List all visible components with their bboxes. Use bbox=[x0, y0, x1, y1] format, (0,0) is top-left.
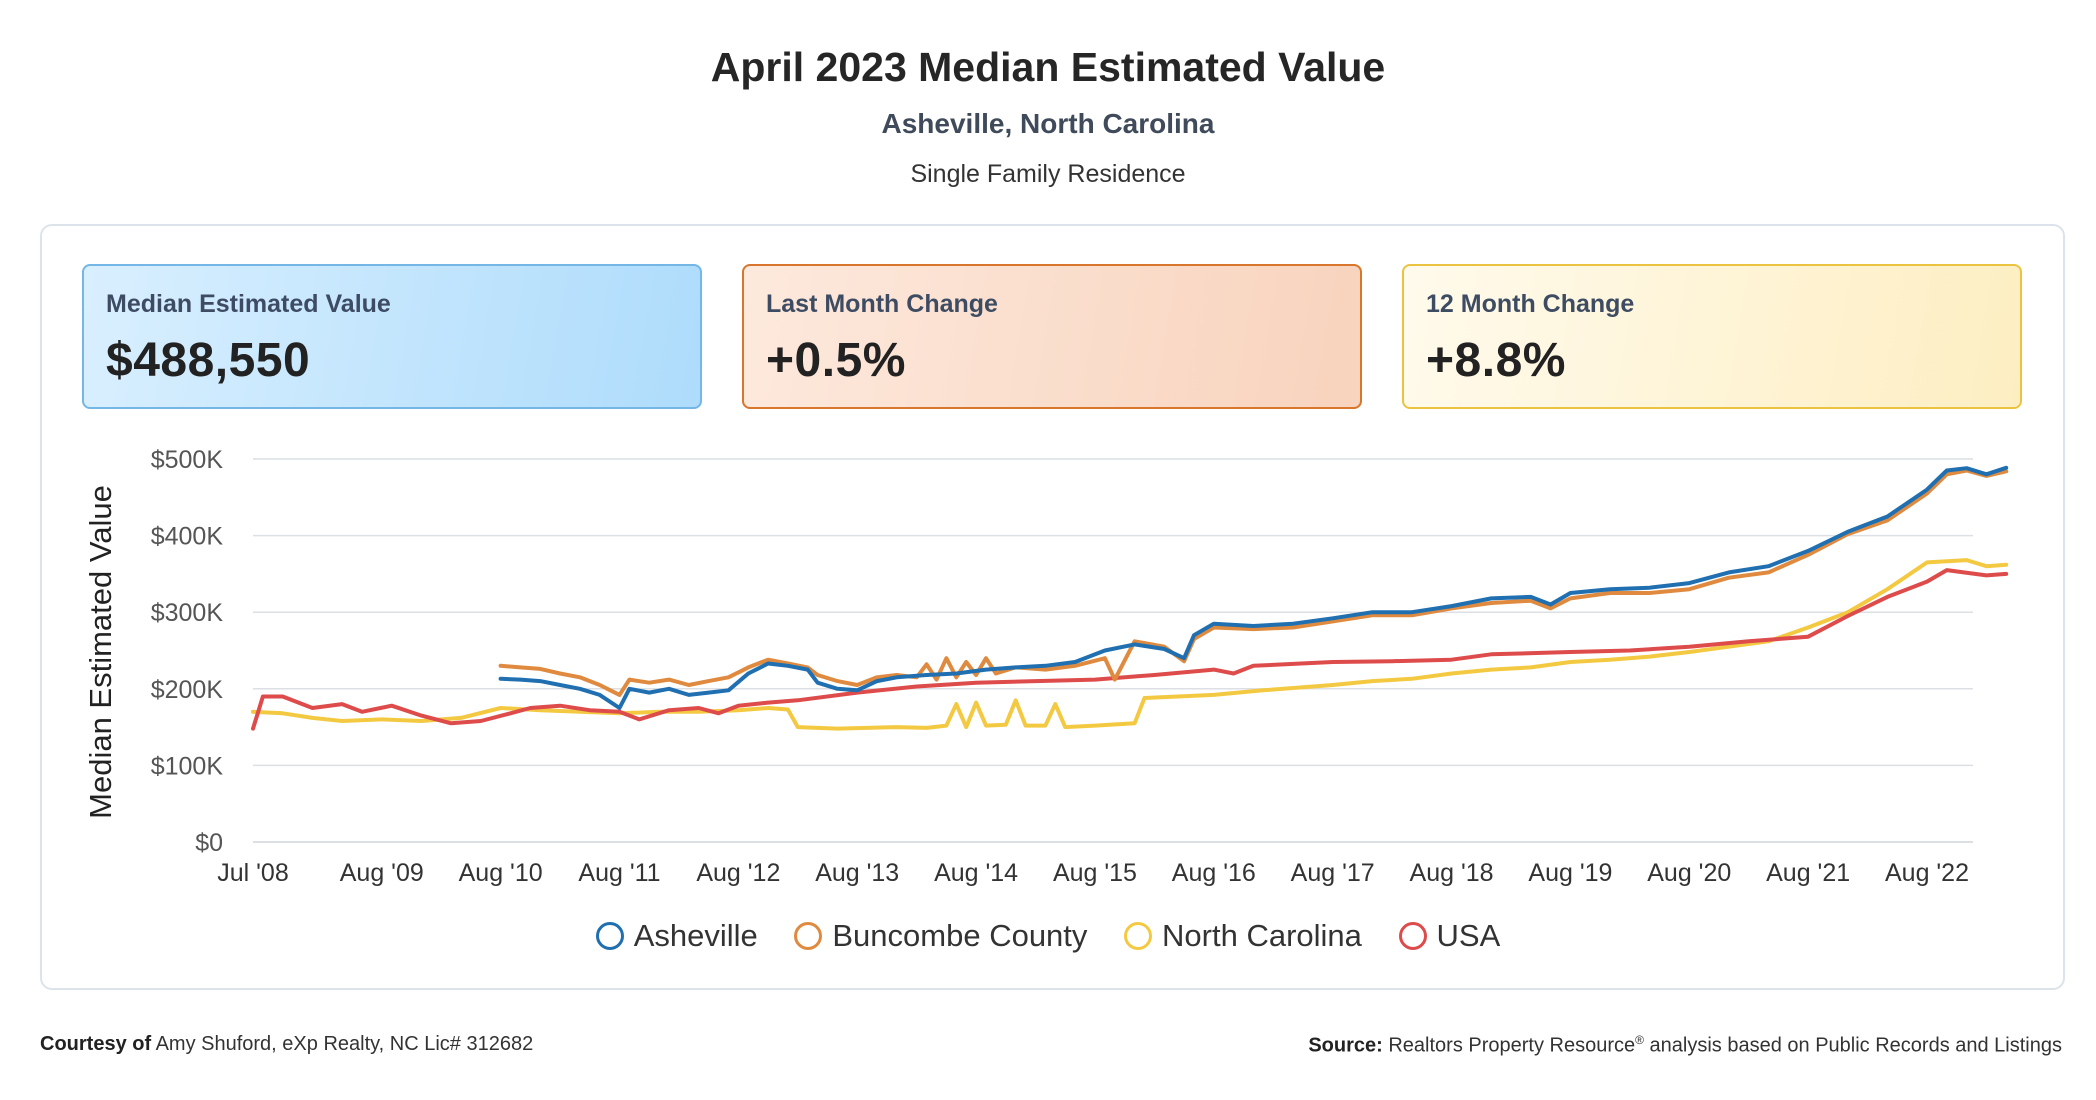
x-tick-label: Aug '13 bbox=[815, 859, 899, 887]
legend-marker-asheville bbox=[595, 922, 624, 950]
y-tick-label: $400K bbox=[151, 523, 224, 551]
courtesy-label: Courtesy of bbox=[40, 1033, 152, 1055]
y-tick-label: $100K bbox=[151, 752, 224, 780]
x-tick-label: Aug '22 bbox=[1885, 859, 1969, 887]
last-month-change-value: +0.5% bbox=[766, 334, 906, 387]
legend-item-north-carolina[interactable]: North Carolina bbox=[1124, 918, 1362, 954]
y-tick-label: $200K bbox=[151, 676, 224, 704]
property-type-label: Single Family Residence bbox=[910, 160, 1186, 188]
twelve-month-change-value: +8.8% bbox=[1426, 334, 1566, 387]
x-tick-label: Jul '08 bbox=[217, 859, 288, 887]
registered-mark: ® bbox=[1635, 1033, 1644, 1047]
x-tick-label: Aug '14 bbox=[934, 859, 1018, 887]
y-axis-label: Median Estimated Value bbox=[83, 485, 118, 819]
series-line-buncombe-county[interactable] bbox=[498, 468, 2009, 697]
x-axis-ticks: Jul '08 Aug '09 Aug '10 Aug '11 Aug '12 Aug '… bbox=[217, 859, 1969, 887]
series-lines bbox=[251, 465, 2009, 731]
source-text: Realtors Property Resource bbox=[1388, 1034, 1636, 1057]
x-tick-label: Aug '21 bbox=[1766, 859, 1850, 887]
legend-marker-north-carolina bbox=[1124, 922, 1153, 950]
courtesy-credit: Courtesy of Amy Shuford, eXp Realty, NC … bbox=[40, 1033, 533, 1056]
median-value: $488,550 bbox=[106, 334, 311, 387]
legend-label-north-carolina: North Carolina bbox=[1162, 918, 1362, 953]
source-credit: Source: Realtors Property Resource® anal… bbox=[1308, 1033, 2062, 1058]
legend-item-buncombe-county[interactable]: Buncombe County bbox=[794, 918, 1087, 954]
last-month-change-label: Last Month Change bbox=[766, 290, 998, 318]
line-chart: $0 $100K $200K $300K $400K $500K Jul '08 Aug '… bbox=[83, 446, 2009, 887]
legend-item-usa[interactable]: USA bbox=[1398, 918, 1501, 954]
legend-label-buncombe-county: Buncombe County bbox=[832, 918, 1088, 953]
x-tick-label: Aug '16 bbox=[1172, 859, 1256, 887]
x-tick-label: Aug '17 bbox=[1291, 859, 1375, 887]
source-label: Source: bbox=[1308, 1034, 1383, 1057]
twelve-month-change-label: 12 Month Change bbox=[1426, 290, 1635, 318]
series-line-north-carolina[interactable] bbox=[251, 558, 2009, 731]
location-subtitle: Asheville, North Carolina bbox=[881, 108, 1215, 139]
x-tick-label: Aug '20 bbox=[1647, 859, 1731, 887]
median-value-card: Median Estimated Value $488,550 bbox=[82, 264, 702, 409]
legend-label-asheville: Asheville bbox=[633, 918, 758, 953]
chart-legend: Asheville Buncombe County North Carolina… bbox=[0, 918, 2096, 958]
x-tick-label: Aug '12 bbox=[696, 859, 780, 887]
source-text-2: analysis based on Public Records and Lis… bbox=[1649, 1034, 2062, 1057]
last-month-change-card: Last Month Change +0.5% bbox=[742, 264, 1362, 409]
median-value-label: Median Estimated Value bbox=[106, 290, 391, 318]
chart-title: April 2023 Median Estimated Value bbox=[710, 44, 1386, 90]
x-tick-label: Aug '11 bbox=[578, 859, 660, 887]
x-tick-label: Aug '18 bbox=[1410, 859, 1494, 887]
series-line-usa[interactable] bbox=[251, 568, 2009, 731]
courtesy-text: Amy Shuford, eXp Realty, NC Lic# 312682 bbox=[155, 1033, 534, 1055]
x-tick-label: Aug '10 bbox=[459, 859, 543, 887]
y-axis-ticks: $0 $100K $200K $300K $400K $500K bbox=[151, 446, 224, 857]
legend-item-asheville[interactable]: Asheville bbox=[595, 918, 758, 954]
y-tick-label: $300K bbox=[151, 599, 224, 627]
twelve-month-change-card: 12 Month Change +8.8% bbox=[1402, 264, 2022, 409]
legend-label-usa: USA bbox=[1436, 918, 1501, 953]
legend-marker-usa bbox=[1398, 922, 1427, 950]
y-tick-label: $500K bbox=[151, 446, 224, 474]
grid-lines bbox=[253, 458, 1973, 843]
series-line-asheville[interactable] bbox=[498, 465, 2009, 710]
y-tick-label: $0 bbox=[195, 829, 223, 857]
x-tick-label: Aug '15 bbox=[1053, 859, 1137, 887]
x-tick-label: Aug '19 bbox=[1528, 859, 1612, 887]
x-tick-label: Aug '09 bbox=[340, 859, 424, 887]
legend-marker-buncombe-county bbox=[794, 922, 823, 950]
